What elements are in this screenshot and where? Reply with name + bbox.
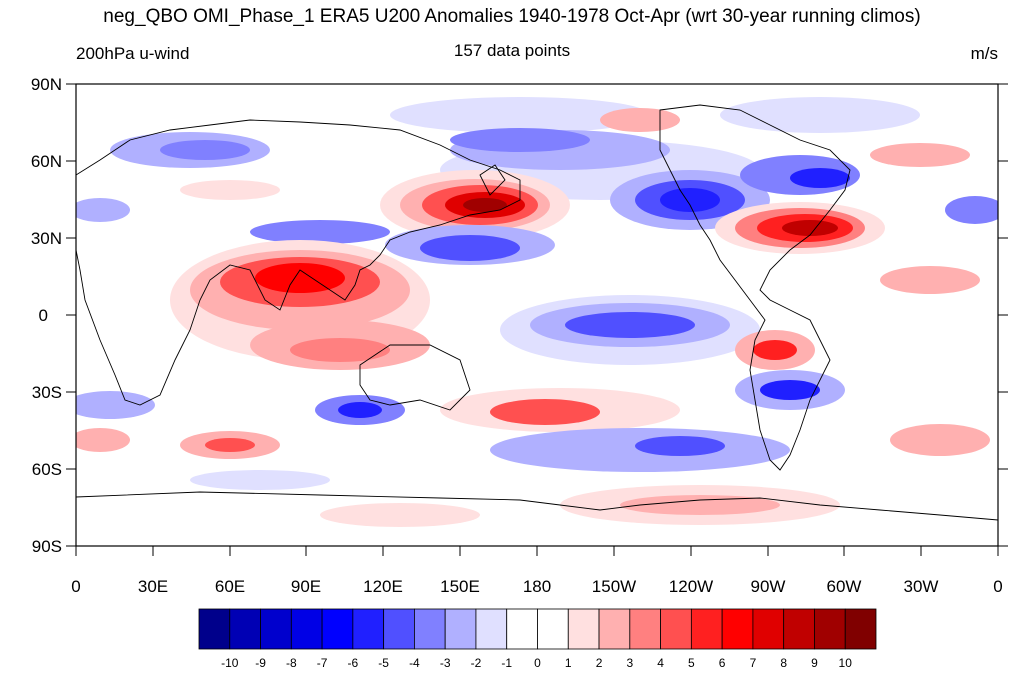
colorbar-label: -10 xyxy=(221,656,239,670)
data-points-label: 157 data points xyxy=(453,41,571,60)
colorbar-swatch xyxy=(752,608,785,650)
colorbar-swatch xyxy=(321,608,354,650)
colorbar-swatch xyxy=(567,608,600,650)
colorbar-label: -7 xyxy=(317,656,328,670)
colorbar-label: -2 xyxy=(471,656,482,670)
y-tick-label: 30S xyxy=(32,383,62,402)
colorbar-swatch xyxy=(352,608,385,650)
x-tick-label: 30W xyxy=(904,577,939,596)
colorbar-label: 8 xyxy=(780,656,787,670)
x-tick-label: 0 xyxy=(993,577,1002,596)
colorbar-swatch xyxy=(660,608,692,650)
y-axis: 90N 60N 30N 0 30S 60S 90S xyxy=(31,75,1008,556)
colorbar-label: 10 xyxy=(839,656,853,670)
colorbar-label: 4 xyxy=(657,656,664,670)
y-tick-label: 0 xyxy=(39,306,48,325)
colorbar-swatch xyxy=(475,608,508,650)
y-tick-label: 30N xyxy=(31,229,62,248)
x-tick-label: 60E xyxy=(215,577,245,596)
colorbar-label: -9 xyxy=(255,656,266,670)
colorbar: -10 -9 -8 -7 -6 -5 -4 -3 -2 -1 0 1 2 3 4 5 6 7 8 9 10 xyxy=(198,608,877,670)
colorbar-label: 9 xyxy=(811,656,818,670)
colorbar-swatch xyxy=(414,608,446,650)
units-label: m/s xyxy=(970,44,998,63)
anomaly-field xyxy=(76,84,998,546)
colorbar-label: 3 xyxy=(626,656,633,670)
x-tick-label: 90E xyxy=(291,577,321,596)
x-tick-label: 150E xyxy=(440,577,480,596)
colorbar-swatch xyxy=(629,608,661,650)
colorbar-swatch xyxy=(444,608,477,650)
colorbar-swatch xyxy=(783,608,815,650)
colorbar-label: -6 xyxy=(348,656,359,670)
colorbar-swatch xyxy=(844,608,877,650)
colorbar-label: -1 xyxy=(501,656,512,670)
colorbar-swatch xyxy=(229,608,261,650)
colorbar-label: 5 xyxy=(688,656,695,670)
x-tick-label: 90W xyxy=(751,577,786,596)
colorbar-swatch xyxy=(198,608,231,650)
x-tick-label: 30E xyxy=(138,577,168,596)
y-tick-label: 90N xyxy=(31,75,62,94)
colorbar-label: -8 xyxy=(286,656,297,670)
colorbar-swatch xyxy=(260,608,292,650)
colorbar-label: 1 xyxy=(565,656,572,670)
colorbar-label: -5 xyxy=(378,656,389,670)
colorbar-swatch xyxy=(690,608,723,650)
variable-label: 200hPa u-wind xyxy=(76,44,190,63)
colorbar-swatch xyxy=(814,608,846,650)
colorbar-swatch xyxy=(598,608,631,650)
y-tick-label: 60N xyxy=(31,152,62,171)
colorbar-swatch xyxy=(383,608,415,650)
y-tick-label: 60S xyxy=(32,460,62,479)
colorbar-label: 2 xyxy=(596,656,603,670)
colorbar-label: 0 xyxy=(534,656,541,670)
chart-title: neg_QBO OMI_Phase_1 ERA5 U200 Anomalies … xyxy=(103,6,921,27)
colorbar-swatch xyxy=(290,608,323,650)
x-axis: 0 30E 60E 90E 120E 150E 180 150W 120W 90… xyxy=(71,546,1003,596)
colorbar-swatch xyxy=(537,608,569,650)
coastlines xyxy=(76,104,998,521)
colorbar-label: -3 xyxy=(440,656,451,670)
colorbar-swatch xyxy=(506,608,538,650)
colorbar-label: -4 xyxy=(409,656,420,670)
x-tick-label: 120W xyxy=(669,577,713,596)
x-tick-label: 150W xyxy=(592,577,636,596)
colorbar-swatch xyxy=(721,608,754,650)
colorbar-label: 7 xyxy=(750,656,757,670)
x-tick-label: 0 xyxy=(71,577,80,596)
x-tick-label: 60W xyxy=(827,577,862,596)
colorbar-label: 6 xyxy=(719,656,726,670)
x-tick-label: 180 xyxy=(523,577,551,596)
x-tick-label: 120E xyxy=(363,577,403,596)
y-tick-label: 90S xyxy=(32,537,62,556)
